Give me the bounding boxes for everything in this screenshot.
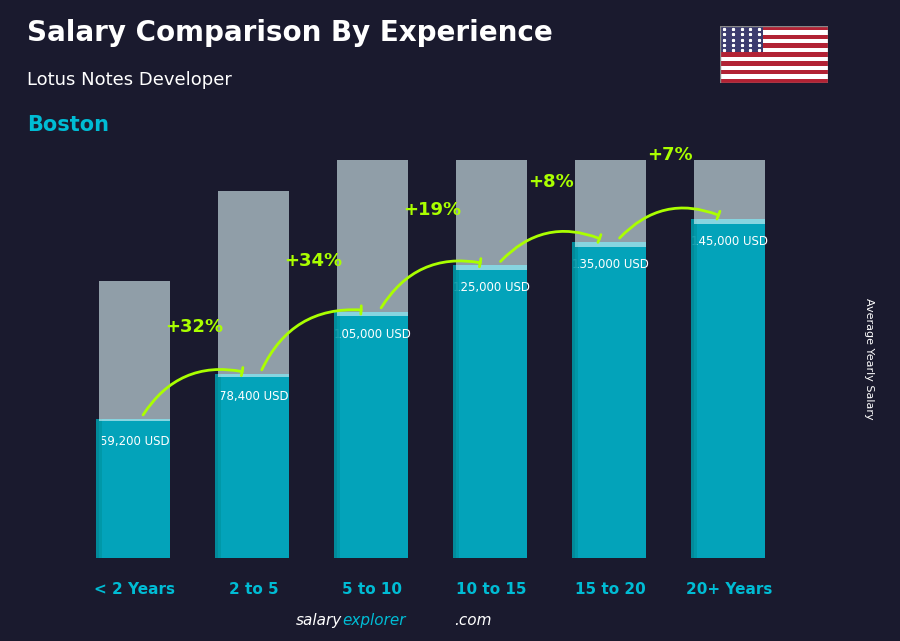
Bar bbox=[720, 70, 828, 74]
Bar bbox=[453, 265, 459, 558]
Bar bbox=[720, 30, 828, 35]
Bar bbox=[337, 67, 409, 316]
Text: explorer: explorer bbox=[342, 613, 406, 628]
Text: < 2 Years: < 2 Years bbox=[94, 581, 175, 597]
Text: Lotus Notes Developer: Lotus Notes Developer bbox=[27, 71, 232, 88]
Bar bbox=[720, 74, 828, 79]
Bar bbox=[691, 219, 697, 558]
Text: Average Yearly Salary: Average Yearly Salary bbox=[863, 298, 874, 420]
Text: Salary Comparison By Experience: Salary Comparison By Experience bbox=[27, 19, 553, 47]
Bar bbox=[720, 79, 828, 83]
Bar bbox=[215, 374, 220, 558]
Bar bbox=[337, 312, 409, 558]
Text: Boston: Boston bbox=[27, 115, 109, 135]
Bar bbox=[720, 48, 828, 53]
Bar bbox=[218, 374, 289, 558]
Bar bbox=[694, 0, 765, 224]
Bar bbox=[99, 281, 170, 421]
Text: .com: .com bbox=[454, 613, 492, 628]
Bar bbox=[334, 312, 339, 558]
Bar bbox=[218, 191, 289, 377]
Bar bbox=[720, 39, 828, 44]
Bar bbox=[720, 35, 828, 39]
Text: +32%: +32% bbox=[165, 318, 223, 336]
Bar bbox=[575, 242, 646, 558]
Bar bbox=[455, 265, 527, 558]
Bar bbox=[455, 0, 527, 270]
Bar bbox=[96, 419, 102, 558]
Bar bbox=[720, 53, 828, 56]
Bar bbox=[720, 44, 828, 48]
Text: 5 to 10: 5 to 10 bbox=[343, 581, 402, 597]
Bar bbox=[720, 56, 828, 61]
Text: 78,400 USD: 78,400 USD bbox=[219, 390, 288, 403]
Text: 20+ Years: 20+ Years bbox=[687, 581, 773, 597]
Text: 15 to 20: 15 to 20 bbox=[575, 581, 646, 597]
Text: 135,000 USD: 135,000 USD bbox=[572, 258, 649, 271]
Bar bbox=[720, 65, 828, 70]
Bar bbox=[720, 61, 828, 65]
Bar bbox=[572, 242, 578, 558]
Bar bbox=[575, 0, 646, 247]
Text: 145,000 USD: 145,000 USD bbox=[691, 235, 768, 247]
Bar bbox=[99, 419, 170, 558]
Text: +7%: +7% bbox=[647, 146, 693, 164]
Text: +8%: +8% bbox=[528, 174, 574, 192]
Text: 105,000 USD: 105,000 USD bbox=[334, 328, 411, 341]
Text: 2 to 5: 2 to 5 bbox=[229, 581, 278, 597]
Text: 59,200 USD: 59,200 USD bbox=[100, 435, 169, 448]
Bar bbox=[720, 26, 828, 30]
Bar bbox=[694, 219, 765, 558]
Text: +34%: +34% bbox=[284, 251, 342, 269]
Text: 10 to 15: 10 to 15 bbox=[456, 581, 526, 597]
Text: salary: salary bbox=[296, 613, 342, 628]
Text: 125,000 USD: 125,000 USD bbox=[453, 281, 530, 294]
Text: +19%: +19% bbox=[403, 201, 461, 219]
